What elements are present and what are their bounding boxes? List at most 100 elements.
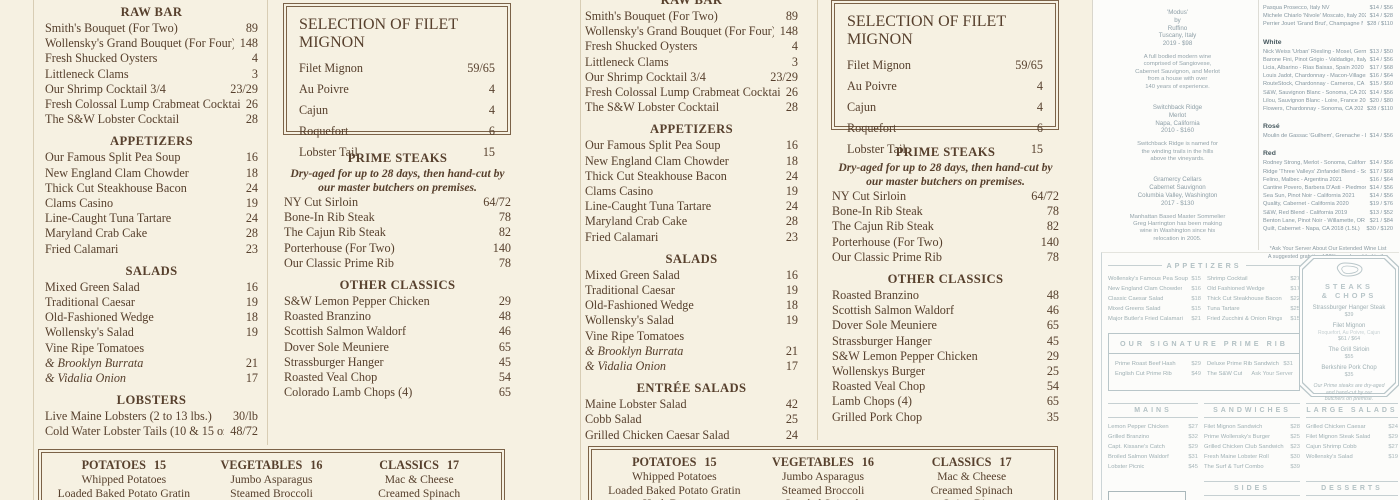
item-price: 23/29 (230, 81, 258, 96)
steaks-chops-items: Strassburger Hanger Steak $39 Filet Mignon… (1305, 305, 1393, 379)
menu-item: Fried Calamari 23 (585, 230, 798, 245)
item-price: 4 (488, 103, 495, 117)
featured-wine-line: 2017 - $130 (1160, 199, 1195, 207)
item-price: 4 (1036, 79, 1043, 93)
item-name: Moulin de Gassac 'Guilhem', Grenache - L… (1263, 133, 1366, 140)
sides-group-item: Whipped Potatoes (81, 473, 167, 486)
item-name: RouteStock, Chardonnay - Carneros, CA 20… (1263, 81, 1366, 88)
item-name: Old-Fashioned Wedge (45, 310, 154, 325)
menu-item: Roasted Veal Chop 54 (832, 379, 1059, 394)
item-price: 28 (245, 112, 258, 127)
section-title: PRIME STEAKS (895, 145, 996, 159)
section-title: ENTRÉE SALADS (636, 381, 747, 396)
section-title: SALADS (125, 263, 178, 278)
item-name: Fresh Maine Lobster Roll (1204, 454, 1269, 460)
item-price: $27 (1290, 276, 1300, 282)
item-name: Porterhouse (For Two) (284, 240, 395, 255)
item-name: Our Famous Split Pea Soup (45, 150, 181, 165)
item-price: 4 (251, 51, 258, 66)
item-name: Smith's Bouquet (For Two) (45, 21, 178, 35)
sides-group: VEGETABLES 16 Jumbo Asparagus Steamed Brocc… (198, 458, 346, 500)
section-title: SALADS (665, 251, 718, 266)
item-price: $16 / $64 (1369, 73, 1393, 80)
item-price: 54 (1046, 379, 1059, 394)
steak-note-line: butchers on premise. (1324, 396, 1374, 403)
item-name: Dover Sole Meuniere (832, 318, 937, 333)
column-divider-line (817, 0, 818, 440)
steak-item: The Grill Sirloin $55 (1305, 347, 1393, 361)
menu-item: Clams Casino 19 (45, 196, 258, 211)
mains-section: MAINS Lemon Pepper Chicken $27 Grilled Bra… (1108, 403, 1198, 472)
item-name: Dover Sole Meuniere (284, 339, 389, 354)
item-name: New England Clam Chowder (585, 153, 729, 168)
sides-group-title: VEGETABLES 16 (749, 455, 898, 470)
menu-item: New England Clam Chowder 18 (585, 154, 798, 169)
wine-item: Rodney Strong, Merlot - Sonoma, Californ… (1263, 159, 1393, 167)
item-price: 3 (251, 66, 258, 81)
item-name: Bone-In Rib Steak (284, 210, 375, 225)
menu-item: Scottish Salmon Waldorf 46 (284, 324, 511, 339)
menu-item: Our Classic Prime Rib 78 (284, 256, 511, 271)
item-price: $25 (1290, 306, 1300, 312)
menu-item: Colorado Lamb Chops (4) 65 (284, 385, 511, 400)
item-price: $13 / $50 (1369, 48, 1393, 55)
item-price: 19 (245, 295, 258, 310)
item-price: 28 (245, 226, 258, 241)
featured-wine-block: Gramercy Cellars Cabernet Sauvignon Columb… (1105, 176, 1250, 243)
item-name: Clams Casino (45, 196, 114, 211)
item-name: Cantine Povero, Barbera D'Asti - Piedmon… (1263, 185, 1366, 192)
menu-item: Bone-In Rib Steak 78 (284, 210, 511, 225)
item-name: Mixed Greens Salad (1108, 306, 1161, 312)
wine-item: Moulin de Gassac 'Guilhem', Grenache - L… (1263, 132, 1393, 140)
item-price: 21 (785, 343, 798, 358)
menu-item: The S&W Cut Ask Your Server (1207, 369, 1293, 379)
item-name: Our Classic Prime Rib (284, 255, 395, 270)
item-name: Fresh Colossal Lump Crabmeat Cocktail (585, 85, 780, 100)
sides-group-name: VEGETABLES (220, 458, 303, 472)
menu-item: Grilled Chicken Caesar $24 (1306, 422, 1398, 432)
menu-item: Filet Mignon Sandwich $28 (1204, 422, 1300, 432)
menu-item: Grilled Chicken Club Sandwich $23 (1204, 442, 1300, 452)
item-name: Fried Calamari (45, 241, 119, 256)
item-price: $14 / $28 (1369, 13, 1393, 20)
menu-item: Our Shrimp Cocktail 3/4 23/29 (585, 70, 798, 85)
sides-group-price: 16 (310, 458, 323, 472)
item-price: 18 (785, 298, 798, 313)
item-name: The S&W Lobster Cocktail (585, 100, 720, 115)
item-name: Roasted Branzino (832, 288, 919, 303)
menu-column: Shrimp Cocktail $27 Old Fashioned Wedge $17… (1207, 274, 1300, 324)
item-price: 16 (245, 150, 258, 165)
featured-wine-line: Ruffino (1167, 24, 1188, 32)
sides-group-item: Mac & Cheese (384, 473, 454, 486)
dinner-steaks-column: PRIME STEAKS Dry-aged for up to 28 days, … (284, 150, 511, 400)
menu-item: Littleneck Clams 3 (585, 55, 798, 70)
menu-item: English Cut Prime Rib $49 (1115, 369, 1201, 379)
featured-wine-desc: above the vineyards. (1150, 156, 1205, 163)
item-price: 18 (245, 310, 258, 325)
menu-item: Lemon Pepper Chicken $27 (1108, 422, 1198, 432)
menu-section: ENTRÉE SALADS Maine Lobster Salad 42 Cobb S… (585, 380, 798, 443)
menu-item: Porterhouse (For Two) 140 (284, 241, 511, 256)
appetizers-header: APPETIZERS (1108, 261, 1301, 270)
sides-group-name: VEGETABLES (772, 455, 854, 469)
large-salads-items: Grilled Chicken Caesar $24 Filet Mignon St… (1306, 422, 1398, 462)
item-price: 23/29 (770, 69, 798, 84)
page-edge-line (33, 0, 34, 500)
item-name: Prime Roast Beef Hash (1115, 361, 1176, 367)
item-name: Au Poivre (299, 82, 349, 96)
item-name: Wollensky's Salad (1306, 454, 1353, 460)
sandwiches-section: SANDWICHES Filet Mignon Sandwich $28 Prime… (1204, 403, 1300, 472)
menu-item: Grilled Chicken Caesar Salad 24 (585, 428, 798, 443)
item-price: $28 (1290, 424, 1300, 430)
item-name: Fried Zucchini & Onion Rings (1207, 316, 1283, 322)
item-price: 29 (1046, 348, 1059, 363)
item-price: $16 (1191, 286, 1201, 292)
menu-item: Lobster Tail 15 (847, 139, 1043, 160)
prime-rib-header: OUR SIGNATURE PRIME RIB (1109, 334, 1299, 354)
section-note: our master butchers on premises. (866, 175, 1025, 188)
octagon-inner-fill (1303, 259, 1395, 393)
item-price: $31 (1188, 454, 1198, 460)
featured-wine-line: Cabernet Sauvignon (1149, 184, 1206, 192)
featured-wine-line: Gramercy Cellars (1153, 176, 1202, 184)
sides-group-price: 16 (861, 455, 874, 469)
